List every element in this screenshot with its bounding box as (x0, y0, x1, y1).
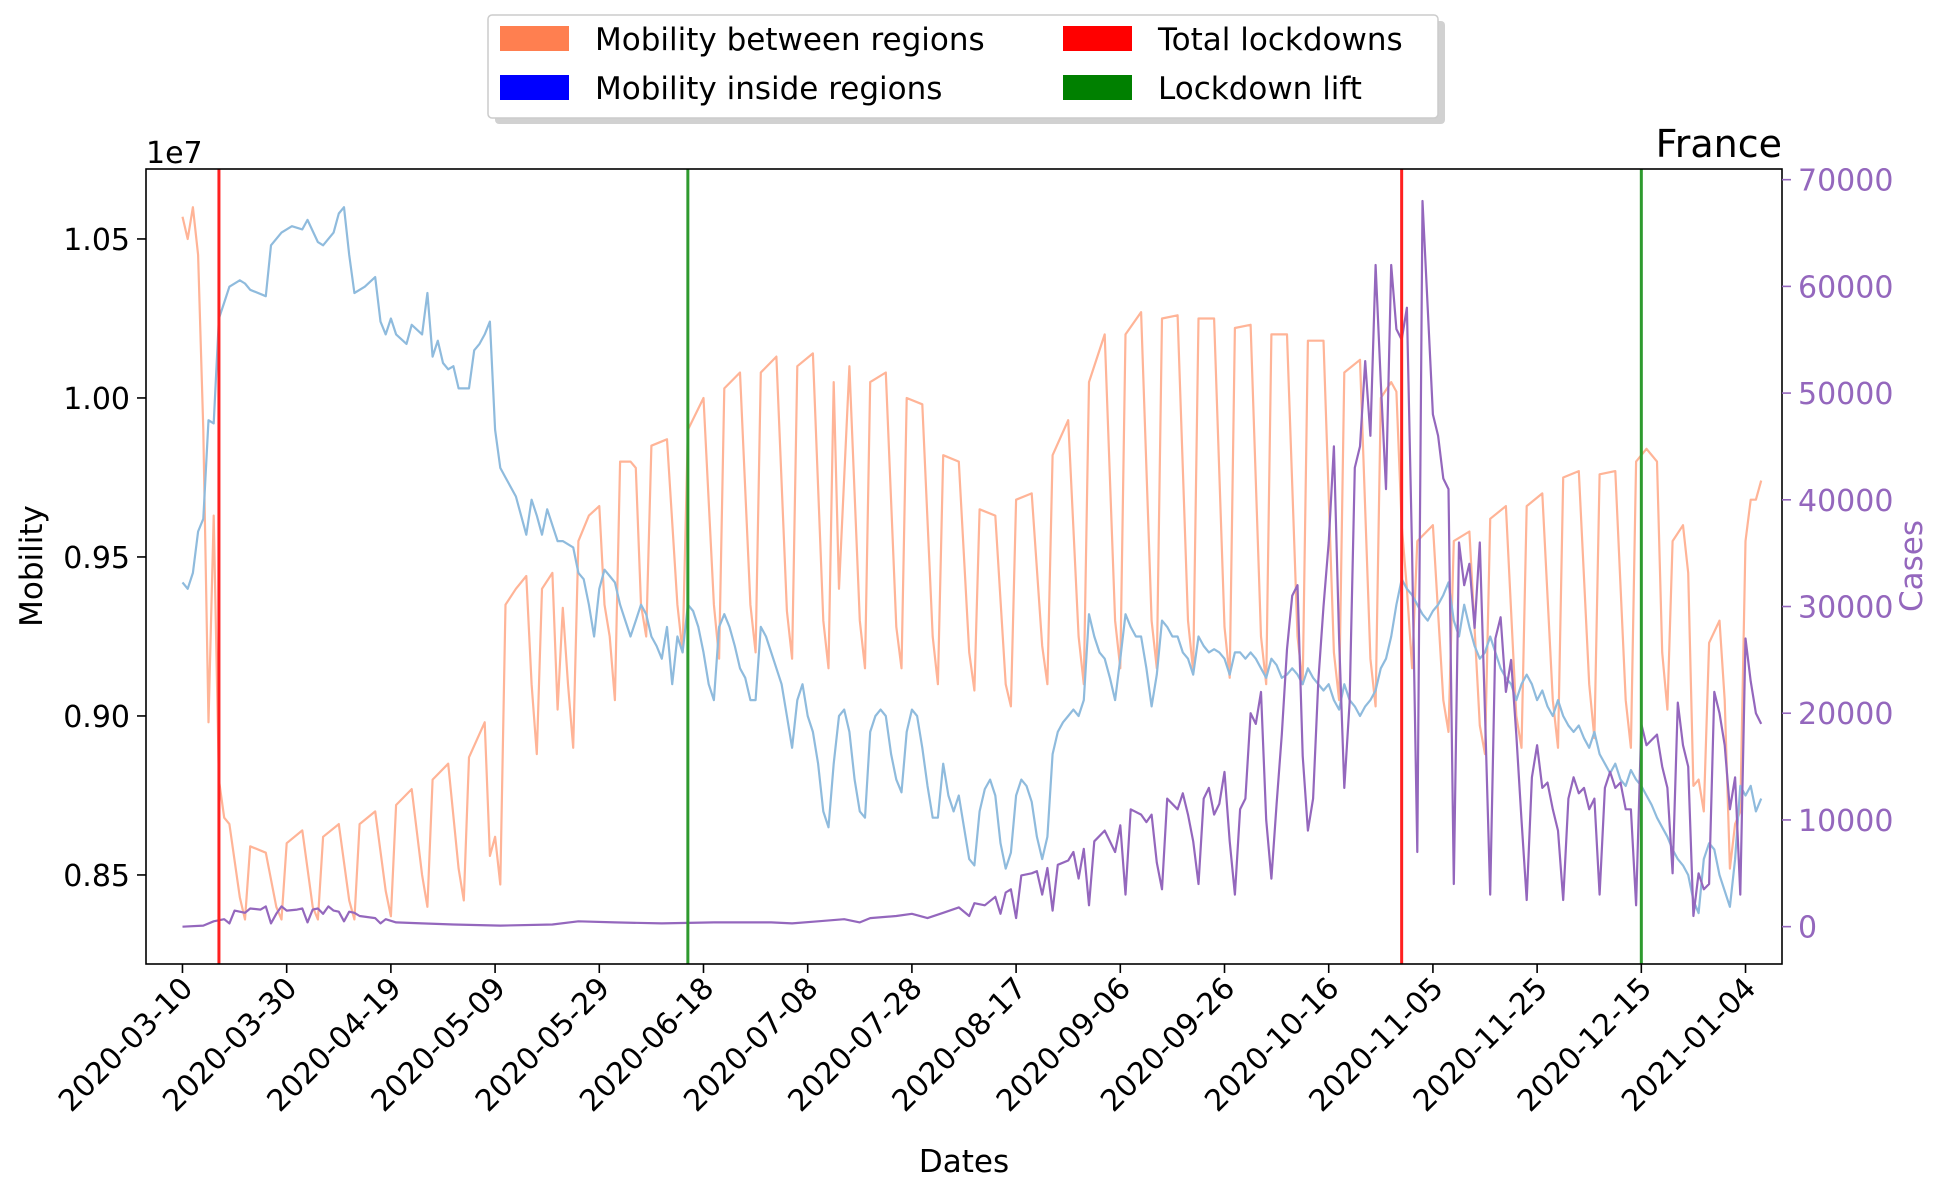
y-tick-label: 1.05 (63, 223, 130, 258)
series-line-cases (182, 199, 1763, 928)
y-axis-left: 0.85 0.90 0.95 1.00 1.05 (63, 223, 146, 894)
y2-tick-label: 40000 (1798, 484, 1893, 519)
legend-swatch-mobility-between-regions (500, 26, 569, 51)
series-layer (181, 199, 1763, 928)
y2-tick-label: 0 (1798, 911, 1817, 946)
y-tick-label: 0.95 (63, 541, 130, 576)
y2-tick-label: 60000 (1798, 270, 1893, 305)
y2-tick-label: 30000 (1798, 591, 1893, 626)
legend-swatch-mobility-inside-regions (500, 75, 569, 100)
plot-frame (145, 168, 1783, 965)
y2-axis-title: Cases (1894, 520, 1930, 612)
legend-swatch-lockdown-lift (1063, 75, 1132, 100)
y2-tick-label: 50000 (1798, 377, 1893, 412)
y-axis-right: 0 10000 20000 30000 40000 50000 60000 70000 (1782, 164, 1893, 946)
chart-title: France (1656, 122, 1782, 166)
legend-label-lockdown-lift: Lockdown lift (1158, 71, 1362, 107)
legend-label-mobility-inside-regions: Mobility inside regions (595, 71, 942, 107)
y-tick-label: 0.90 (63, 700, 130, 735)
y-tick-label: 0.85 (63, 859, 130, 894)
legend-label-mobility-between-regions: Mobility between regions (595, 22, 985, 58)
x-axis-title: Dates (919, 1144, 1009, 1180)
series-line-mobility-between-regions (181, 206, 1763, 921)
y-offset-text: 1e7 (146, 136, 203, 171)
x-axis: 2020-03-102020-03-302020-04-192020-05-09… (52, 964, 1763, 1119)
legend: Mobility between regions Mobility inside … (487, 14, 1445, 124)
y2-tick-label: 20000 (1798, 697, 1893, 732)
lockdown-lines (217, 169, 1643, 964)
y-tick-label: 1.00 (63, 382, 130, 417)
y-axis-title: Mobility (14, 505, 50, 627)
legend-swatch-total-lockdowns (1063, 26, 1132, 51)
y2-tick-label: 70000 (1798, 164, 1893, 199)
y2-tick-label: 10000 (1798, 804, 1893, 839)
legend-frame (487, 14, 1439, 119)
legend-label-total-lockdowns: Total lockdowns (1157, 22, 1403, 58)
